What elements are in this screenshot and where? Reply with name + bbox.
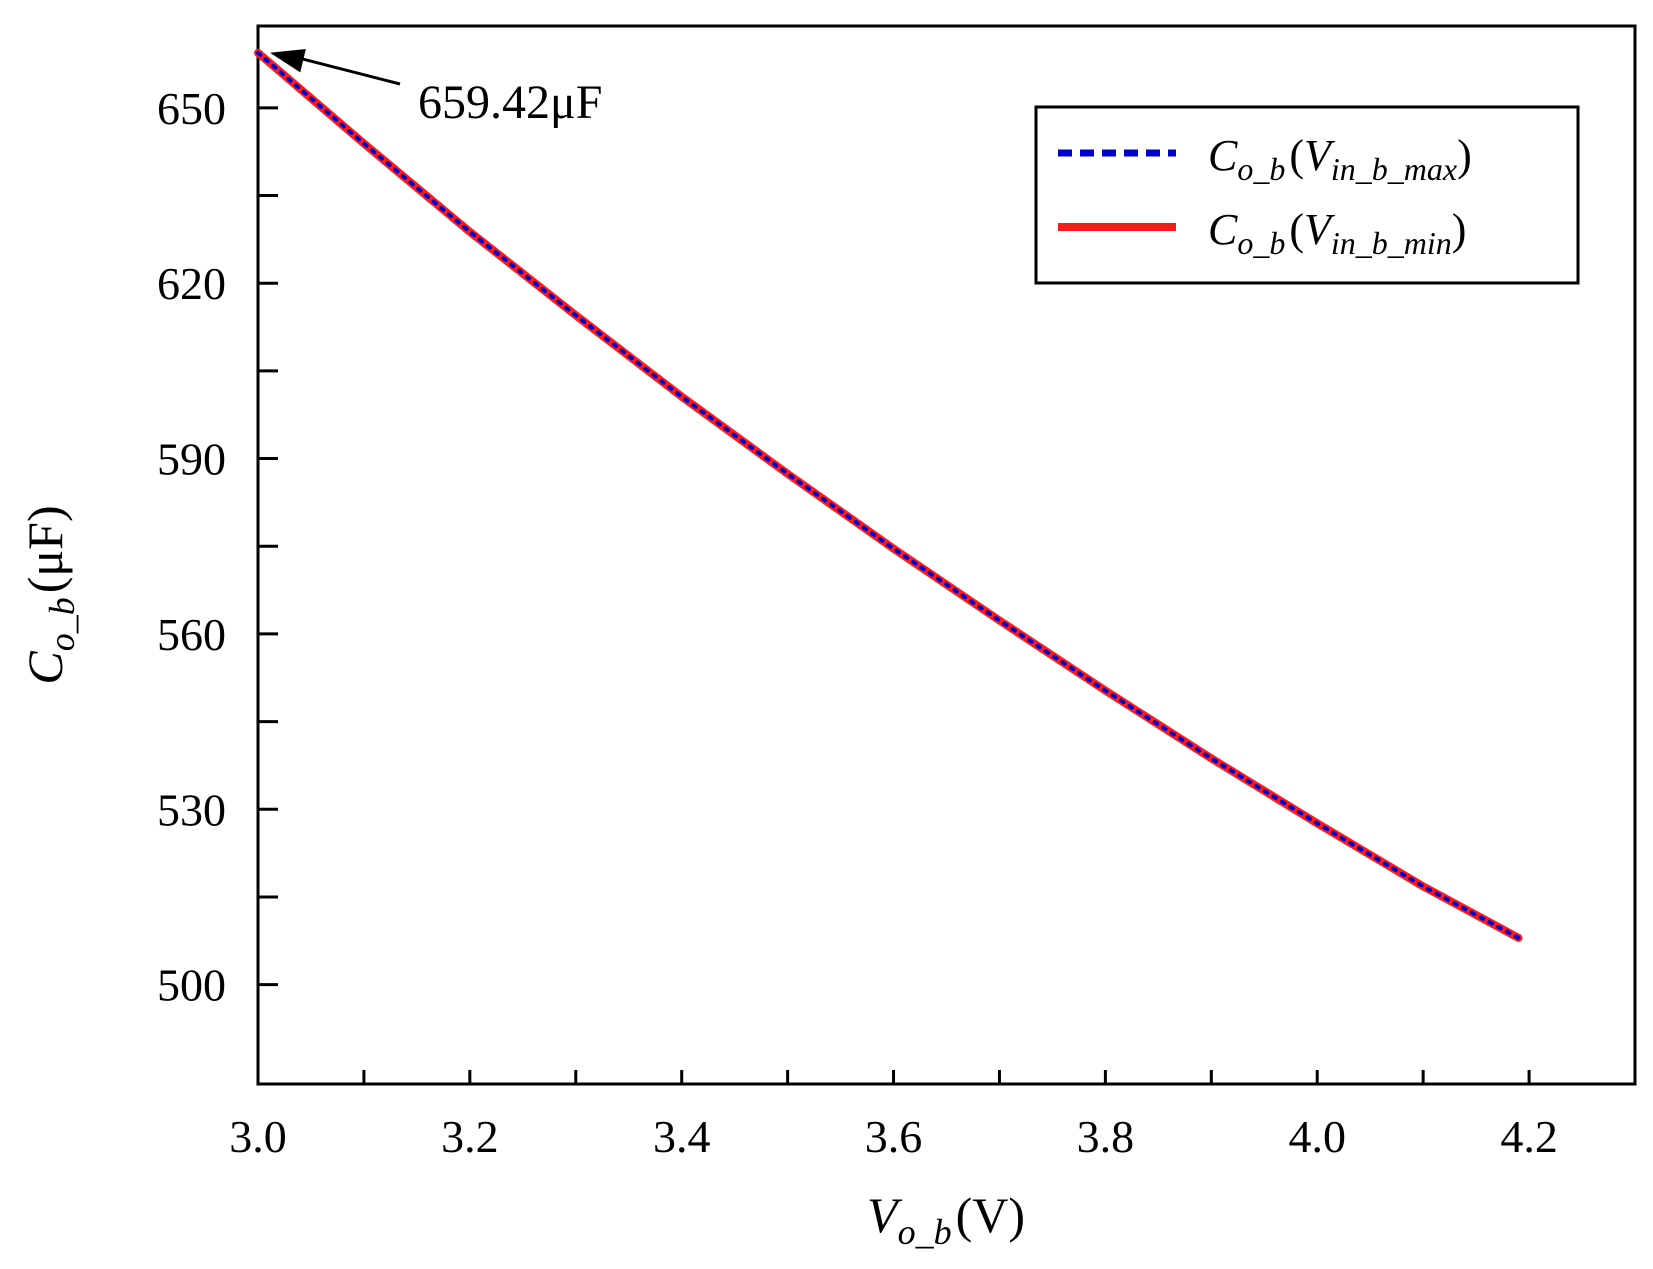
y-tick-label: 500 <box>157 960 226 1011</box>
plot-frame <box>256 24 1637 1086</box>
legend-label-series-0: Co_b(Vin_b_max) <box>1208 131 1472 187</box>
legend: Co_b(Vin_b_max) Co_b(Vin_b_min) <box>1034 105 1580 285</box>
y-tick-label: 590 <box>157 434 226 485</box>
annotation-layer: 659.42μF <box>270 49 602 129</box>
annotation-label: 659.42μF <box>418 76 602 129</box>
x-tick-label: 3.8 <box>1077 1111 1135 1162</box>
x-tick-label: 3.0 <box>229 1111 287 1162</box>
x-tick-label: 3.6 <box>865 1111 923 1162</box>
y-axis-title: Co_b(μF) <box>17 505 82 684</box>
axis-ticks: 3.0 3.2 3.4 3.6 3.8 4.0 4.2 500 530 560 590 620 650 <box>157 83 1558 1162</box>
y-tick-label: 560 <box>157 609 226 660</box>
y-tick-label: 620 <box>157 258 226 309</box>
series-layer <box>254 48 1523 942</box>
x-tick-label: 4.0 <box>1288 1111 1346 1162</box>
legend-box <box>1034 105 1580 285</box>
x-tick-label: 4.2 <box>1500 1111 1558 1162</box>
x-axis-title: Vo_b(V) <box>867 1187 1025 1252</box>
y-tick-label: 530 <box>157 784 226 835</box>
y-tick-label: 650 <box>157 83 226 134</box>
annotation-arrow-head <box>270 49 306 73</box>
series-line-0 <box>256 50 1521 940</box>
x-tick-label: 3.4 <box>653 1111 711 1162</box>
annotation-arrow-line <box>293 55 401 86</box>
x-tick-label: 3.2 <box>441 1111 499 1162</box>
legend-label-series-1: Co_b(Vin_b_min) <box>1208 205 1466 261</box>
